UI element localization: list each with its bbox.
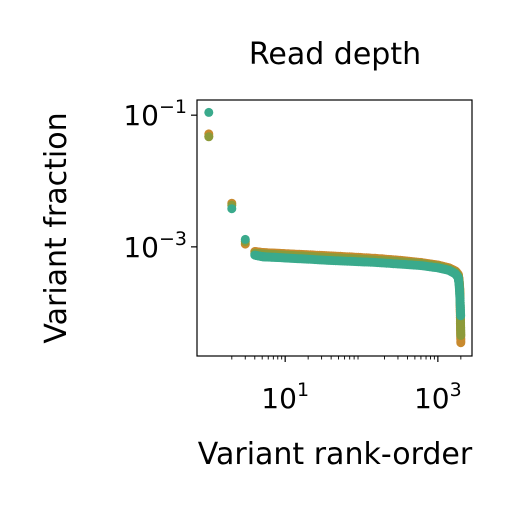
x-axis-label: Variant rank-order — [198, 437, 473, 472]
data-point — [204, 107, 214, 117]
x-tick-label: 103 — [414, 379, 462, 415]
x-tick-label: 101 — [261, 379, 309, 415]
plot-frame — [196, 99, 473, 357]
data-points — [204, 107, 466, 348]
data-point — [240, 234, 250, 244]
y-tick-label: 10−1 — [123, 96, 187, 132]
chart-title: Read depth — [249, 37, 421, 72]
data-point — [456, 309, 466, 319]
y-axis-label: Variant fraction — [39, 112, 74, 343]
data-point — [227, 204, 237, 214]
data-point — [456, 329, 466, 339]
data-point — [204, 132, 214, 142]
axis-ticks: 101 103 10−1 10−3 — [123, 96, 461, 415]
y-tick-label: 10−3 — [123, 228, 187, 264]
